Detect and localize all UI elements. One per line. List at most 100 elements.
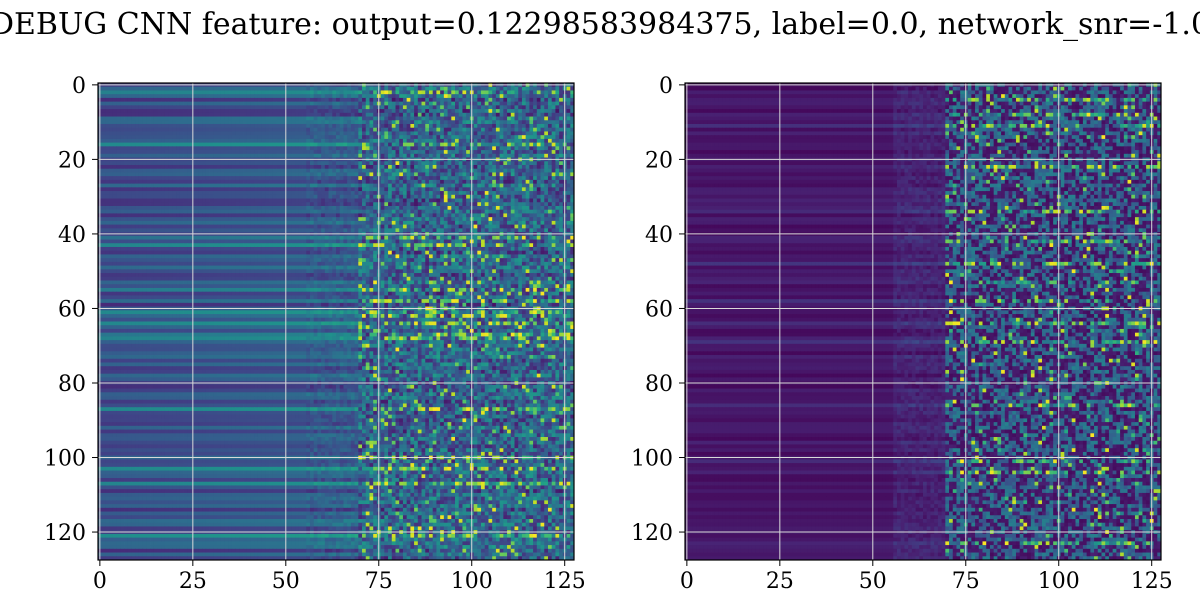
heatmap-cell: [291, 217, 296, 222]
heatmap-cell: [477, 94, 482, 99]
heatmap-cell: [410, 164, 415, 170]
heatmap-cell: [243, 168, 248, 173]
heatmap-cell: [540, 194, 545, 199]
heatmap-cell: [395, 209, 400, 214]
heatmap-cell: [384, 213, 389, 218]
heatmap-cell: [551, 161, 556, 166]
heatmap-cell: [369, 86, 374, 91]
heatmap-cell: [183, 191, 188, 196]
heatmap-cell: [298, 176, 303, 181]
heatmap-cell: [481, 94, 486, 99]
heatmap-cell: [425, 161, 430, 166]
heatmap-cell: [228, 90, 233, 95]
heatmap-cell: [150, 127, 155, 132]
heatmap-cell: [477, 97, 482, 103]
heatmap-cell: [458, 123, 463, 129]
heatmap-cell: [395, 86, 400, 91]
heatmap-cell: [399, 213, 404, 218]
heatmap-cell: [328, 127, 333, 132]
heatmap-cell: [172, 202, 177, 207]
heatmap-cell: [455, 183, 460, 188]
heatmap-cell: [220, 90, 225, 95]
heatmap-cell: [176, 105, 181, 110]
heatmap-cell: [164, 146, 170, 151]
heatmap-cell: [428, 220, 434, 226]
heatmap-cell: [313, 105, 318, 110]
heatmap-cell: [369, 194, 374, 199]
heatmap-cell: [458, 205, 463, 211]
heatmap-cell: [317, 112, 322, 117]
heatmap-cell: [529, 138, 534, 144]
heatmap-cell: [566, 116, 571, 121]
heatmap-cell: [213, 161, 218, 166]
heatmap-cell: [451, 131, 456, 136]
heatmap-cell: [250, 150, 255, 155]
heatmap-cell: [235, 123, 240, 129]
heatmap-cell: [529, 187, 534, 192]
heatmap-cell: [443, 179, 448, 185]
heatmap-cell: [388, 209, 393, 214]
heatmap-cell: [384, 112, 389, 117]
heatmap-cell: [399, 191, 404, 196]
heatmap-cell: [440, 161, 445, 166]
heatmap-cell: [217, 179, 222, 185]
heatmap-cell: [473, 161, 478, 166]
heatmap-cell: [324, 109, 329, 114]
heatmap-cell: [540, 138, 545, 144]
heatmap-cell: [417, 135, 422, 140]
heatmap-cell: [124, 138, 129, 144]
heatmap-cell: [447, 217, 452, 222]
heatmap-cell: [391, 150, 396, 155]
heatmap-cell: [291, 209, 296, 214]
heatmap-cell: [473, 116, 478, 121]
heatmap-cell: [570, 86, 575, 91]
heatmap-cell: [231, 198, 236, 203]
heatmap-cell: [362, 138, 367, 144]
heatmap-cell: [179, 217, 184, 222]
heatmap-cell: [406, 172, 411, 177]
heatmap-cell: [243, 172, 248, 177]
heatmap-cell: [402, 109, 408, 114]
heatmap-cell: [443, 164, 448, 170]
heatmap-cell: [243, 97, 248, 103]
heatmap-cell: [309, 116, 315, 121]
heatmap-cell: [257, 205, 263, 211]
heatmap-cell: [209, 131, 214, 136]
heatmap-cell: [306, 146, 311, 151]
heatmap-cell: [447, 86, 452, 91]
heatmap-cell: [217, 94, 222, 99]
heatmap-cell: [291, 138, 296, 144]
heatmap-cell: [131, 142, 136, 147]
heatmap-cell: [164, 90, 170, 95]
heatmap-cell: [499, 179, 504, 185]
heatmap-cell: [536, 217, 541, 222]
heatmap-cell: [120, 101, 125, 106]
heatmap-cell: [146, 187, 151, 192]
heatmap-cell: [488, 161, 493, 166]
heatmap-cell: [176, 172, 181, 177]
heatmap-cell: [436, 90, 441, 95]
heatmap-cell: [205, 94, 210, 99]
heatmap-cell: [466, 138, 471, 144]
heatmap-cell: [358, 127, 363, 132]
heatmap-cell: [295, 168, 300, 173]
heatmap-cell: [116, 172, 121, 177]
heatmap-cell: [150, 112, 155, 117]
heatmap-cell: [559, 127, 564, 132]
heatmap-cell: [302, 127, 307, 132]
heatmap-cell: [451, 90, 456, 95]
heatmap-cell: [458, 213, 463, 218]
heatmap-cell: [484, 109, 489, 114]
heatmap-cell: [142, 194, 147, 199]
heatmap-cell: [176, 86, 181, 91]
heatmap-cell: [153, 123, 158, 129]
heatmap-cell: [540, 109, 545, 114]
heatmap-cell: [544, 135, 549, 140]
heatmap-cell: [533, 142, 538, 147]
heatmap-cell: [421, 217, 426, 222]
heatmap-cell: [105, 194, 110, 199]
heatmap-cell: [105, 153, 110, 158]
heatmap-cell: [559, 138, 564, 144]
heatmap-cell: [477, 135, 482, 140]
heatmap-cell: [280, 135, 285, 140]
